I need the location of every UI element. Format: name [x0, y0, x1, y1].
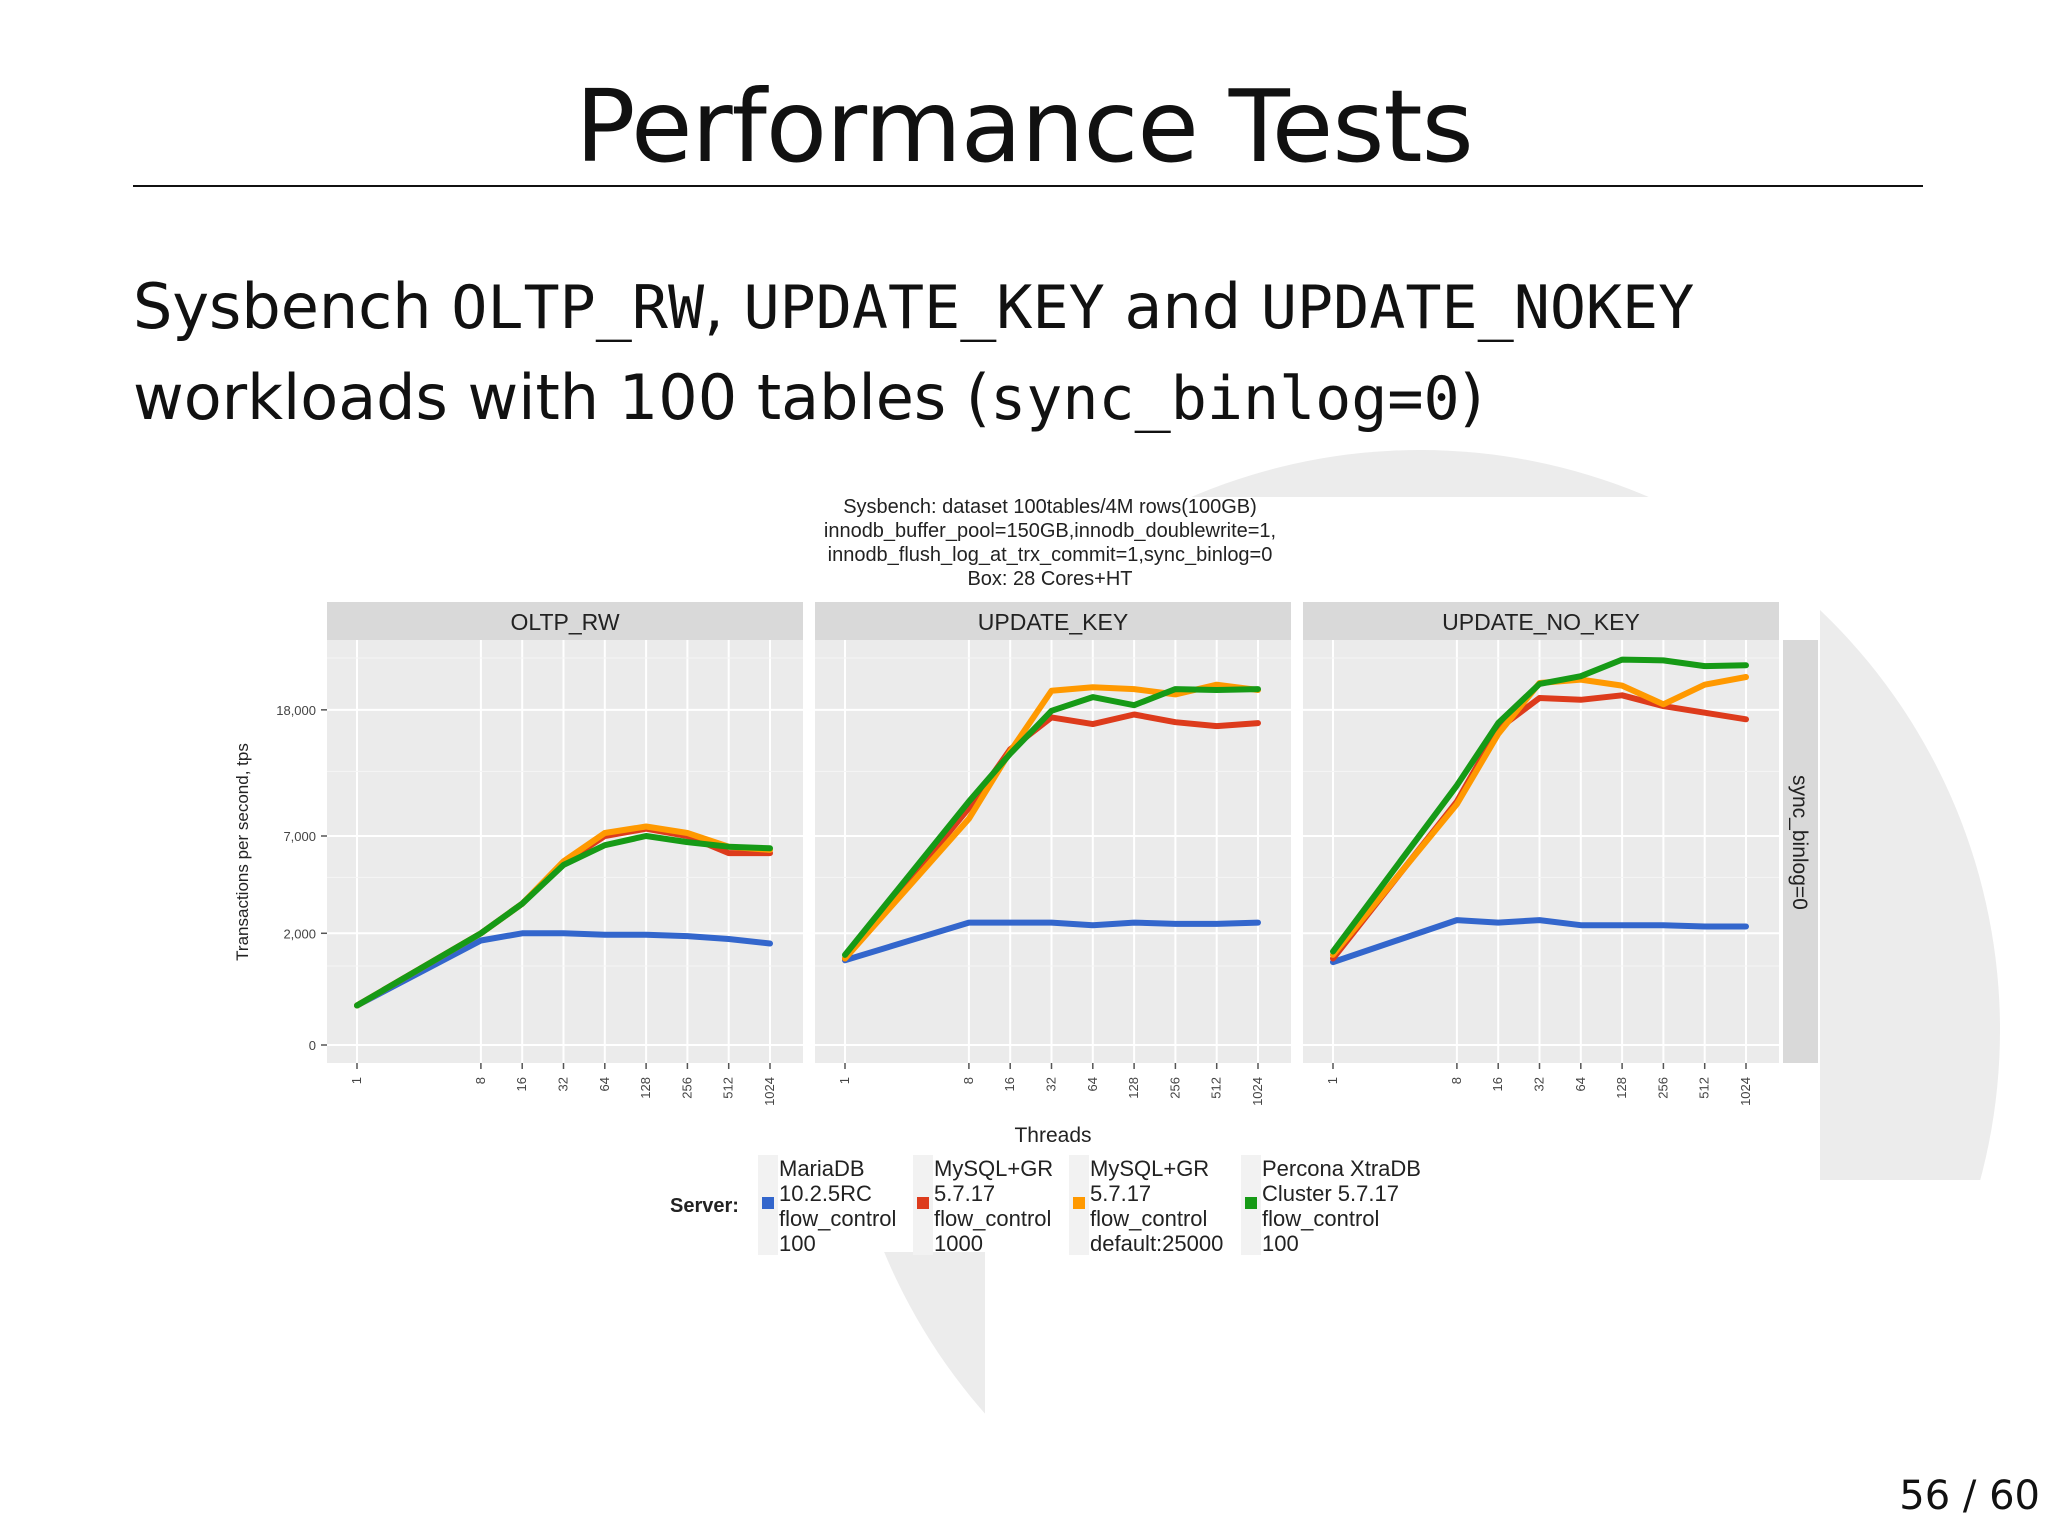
x-tick-label: 16: [1002, 1077, 1017, 1091]
subtitle-part: OLTP_RW: [451, 273, 705, 343]
x-tick-label: 32: [1532, 1077, 1547, 1091]
subtitle-part: workloads with 100 tables (: [133, 361, 991, 434]
legend-entry-text: flow_control: [1090, 1206, 1207, 1231]
legend-entry-text: 1000: [934, 1231, 983, 1256]
subtitle-part: ): [1459, 361, 1484, 434]
series-line: [354, 833, 773, 1009]
chart-title-line: Sysbench: dataset 100tables/4M rows(100G…: [843, 496, 1257, 518]
series-line: [842, 919, 1261, 964]
legend-entry-text: default:25000: [1090, 1231, 1223, 1256]
x-tick-label: 128: [1614, 1077, 1629, 1099]
legend-entry-text: flow_control: [779, 1206, 896, 1231]
legend-title: Server:: [670, 1195, 739, 1217]
title-rule: [133, 185, 1923, 187]
legend-entry-text: flow_control: [934, 1206, 1051, 1231]
x-tick-label: 32: [1044, 1077, 1059, 1091]
x-tick-label: 16: [1490, 1077, 1505, 1091]
x-tick-label: 16: [514, 1077, 529, 1091]
y-axis-label: Transactions per second, tps: [233, 743, 252, 961]
legend-entry-text: MySQL+GR: [1090, 1156, 1209, 1181]
x-tick-label: 256: [679, 1077, 694, 1099]
slide-title: Performance Tests: [575, 68, 1474, 185]
legend-key-swatch: [762, 1197, 774, 1209]
subtitle-part: Sysbench: [133, 270, 452, 343]
facet-strip: [327, 602, 803, 640]
x-tick-label: 64: [1085, 1077, 1100, 1091]
y-tick-label: 0: [309, 1038, 316, 1053]
legend-key-swatch: [1245, 1197, 1257, 1209]
facet-strip: [1303, 602, 1779, 640]
legend-entry-text: 5.7.17: [1090, 1181, 1151, 1206]
x-tick-label: 8: [1449, 1077, 1464, 1084]
legend-entry-text: 10.2.5RC: [779, 1181, 872, 1206]
x-tick-label: 32: [556, 1077, 571, 1091]
series-line: [1330, 656, 1749, 955]
chart-title-line: Box: 28 Cores+HT: [967, 568, 1132, 590]
x-tick-label: 1024: [1250, 1077, 1265, 1106]
legend-entry-text: 100: [1262, 1231, 1299, 1256]
chart-title-line: innodb_flush_log_at_trx_commit=1,sync_bi…: [828, 544, 1273, 566]
x-tick-label: 128: [638, 1077, 653, 1099]
page-number: 56 / 60: [1899, 1473, 2040, 1519]
slide-subtitle: Sysbench OLTP_RW, UPDATE_KEY and UPDATE_…: [133, 262, 1983, 444]
legend-entry-text: Cluster 5.7.17: [1262, 1181, 1399, 1206]
x-tick-label: 1024: [762, 1077, 777, 1106]
panel-background: [1303, 640, 1779, 1063]
x-tick-label: 64: [1573, 1077, 1588, 1091]
y-tick-label: 7,000: [283, 829, 316, 844]
panel-background: [815, 640, 1291, 1063]
x-axis-label: Threads: [1014, 1124, 1091, 1147]
legend-entry-text: flow_control: [1262, 1206, 1379, 1231]
legend-key-swatch: [1073, 1197, 1085, 1209]
x-tick-label: 8: [473, 1077, 488, 1084]
x-tick-label: 256: [1167, 1077, 1182, 1099]
facet-strip-label: UPDATE_NO_KEY: [1442, 609, 1640, 635]
x-tick-label: 1: [349, 1077, 364, 1084]
x-tick-label: 1: [1325, 1077, 1340, 1084]
x-tick-label: 1: [837, 1077, 852, 1084]
x-tick-label: 512: [721, 1077, 736, 1099]
facet-row-strip: [1783, 640, 1818, 1063]
x-tick-label: 512: [1697, 1077, 1712, 1099]
y-tick-label: 18,000: [276, 703, 316, 718]
series-line: [1330, 917, 1749, 966]
x-tick-label: 1024: [1738, 1077, 1753, 1106]
x-tick-label: 128: [1126, 1077, 1141, 1099]
legend-entry-text: MySQL+GR: [934, 1156, 1053, 1181]
legend-key-swatch: [917, 1197, 929, 1209]
subtitle-part: ,: [704, 270, 744, 343]
y-tick-label: 2,000: [283, 926, 316, 941]
subtitle-part: UPDATE_KEY: [743, 273, 1105, 343]
legend-entry-text: MariaDB: [779, 1156, 865, 1181]
chart-title-line: innodb_buffer_pool=150GB,innodb_doublewr…: [824, 520, 1276, 542]
legend-entry-text: Percona XtraDB: [1262, 1156, 1421, 1181]
legend-entry-text: 100: [779, 1231, 816, 1256]
subtitle-part: and: [1104, 270, 1261, 343]
x-tick-label: 256: [1655, 1077, 1670, 1099]
facet-strip-label: OLTP_RW: [510, 609, 619, 635]
x-tick-label: 512: [1209, 1077, 1224, 1099]
subtitle-part: UPDATE_NOKEY: [1260, 273, 1695, 343]
series-line: [842, 686, 1261, 958]
legend-entry-text: 5.7.17: [934, 1181, 995, 1206]
x-tick-label: 8: [961, 1077, 976, 1084]
facet-strip: [815, 602, 1291, 640]
subtitle-part: sync_binlog=0: [990, 364, 1460, 434]
series-line: [354, 930, 773, 1009]
x-tick-label: 64: [597, 1077, 612, 1091]
facet-row-label: sync_binlog=0: [1788, 775, 1811, 910]
series-line: [1330, 674, 1749, 958]
facet-strip-label: UPDATE_KEY: [978, 609, 1128, 635]
